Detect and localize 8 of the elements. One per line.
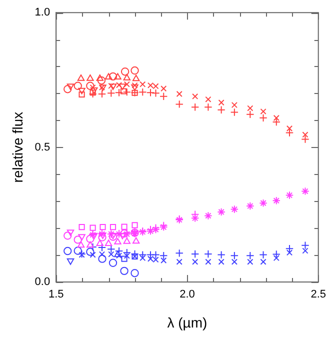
- x-tick-label: 1.5: [48, 288, 64, 301]
- y-tick-label: 1.0: [34, 6, 50, 19]
- y-tick-label: 0.5: [34, 141, 50, 154]
- y-axis-title: relative flux: [9, 112, 26, 183]
- x-axis-title: λ (µm): [167, 314, 208, 330]
- x-tick-label: 2.0: [180, 288, 195, 301]
- y-tick-label: 0.0: [34, 276, 50, 288]
- x-tick-label: 2.5: [310, 288, 326, 301]
